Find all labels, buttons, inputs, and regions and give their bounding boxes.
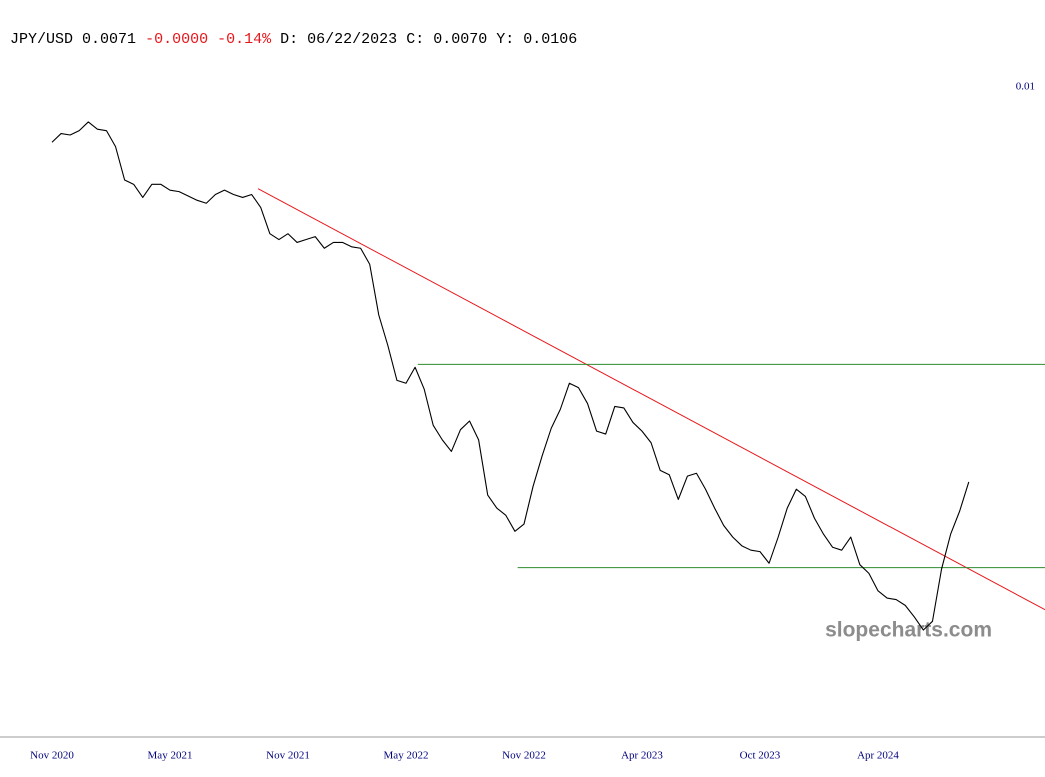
change: -0.0000	[145, 31, 209, 48]
x-tick-label: Apr 2024	[857, 750, 899, 762]
header: JPY/USD 0.0071 -0.0000 -0.14% D: 06/22/2…	[10, 31, 577, 48]
x-tick-label: Nov 2021	[266, 750, 310, 762]
x-tick-label: May 2022	[384, 750, 429, 762]
x-tick-label: Apr 2023	[621, 750, 663, 762]
trend-line	[257, 188, 1045, 611]
close: 0.0070	[433, 31, 488, 48]
close-label: C:	[406, 31, 425, 48]
symbol: JPY/USD	[10, 31, 74, 48]
y-label: Y:	[496, 31, 515, 48]
x-tick-label: Nov 2020	[30, 750, 74, 762]
price: 0.0071	[82, 31, 137, 48]
x-tick-label: May 2021	[148, 750, 193, 762]
change-pct: -0.14%	[217, 31, 272, 48]
x-tick-label: Nov 2022	[502, 750, 546, 762]
date: 06/22/2023	[307, 31, 398, 48]
y-tick-label: 0.01	[1016, 81, 1035, 93]
x-tick-label: Oct 2023	[740, 750, 781, 762]
watermark: slopecharts.com	[825, 619, 992, 642]
price-line	[51, 121, 970, 631]
y-value: 0.0106	[523, 31, 578, 48]
date-label: D:	[280, 31, 299, 48]
